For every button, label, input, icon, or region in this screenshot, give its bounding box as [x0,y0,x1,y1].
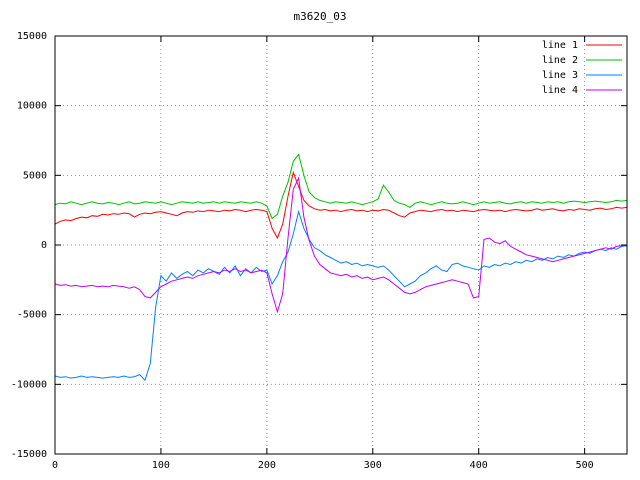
y-tick-label: 5000 [23,170,47,181]
legend-label: line 4 [542,85,578,96]
x-tick-label: 0 [52,460,58,471]
y-tick-label: 10000 [17,101,47,112]
y-tick-label: -10000 [11,379,47,390]
legend-label: line 2 [542,55,578,66]
y-tick-label: -15000 [11,449,47,460]
x-tick-label: 100 [152,460,170,471]
x-tick-label: 300 [364,460,382,471]
x-tick-label: 500 [576,460,594,471]
y-tick-label: 0 [41,240,47,251]
chart-title: m3620_03 [293,10,347,23]
series-line-2 [54,153,628,220]
series-line-3 [54,209,628,382]
x-tick-label: 400 [470,460,488,471]
y-tick-label: 15000 [17,31,47,42]
y-tick-label: -5000 [17,310,47,321]
plot-border [54,35,628,455]
x-tick-label: 200 [258,460,276,471]
legend-label: line 3 [542,70,578,81]
series-line-1 [54,170,628,240]
legend-label: line 1 [542,40,578,51]
series-line-4 [54,176,628,314]
